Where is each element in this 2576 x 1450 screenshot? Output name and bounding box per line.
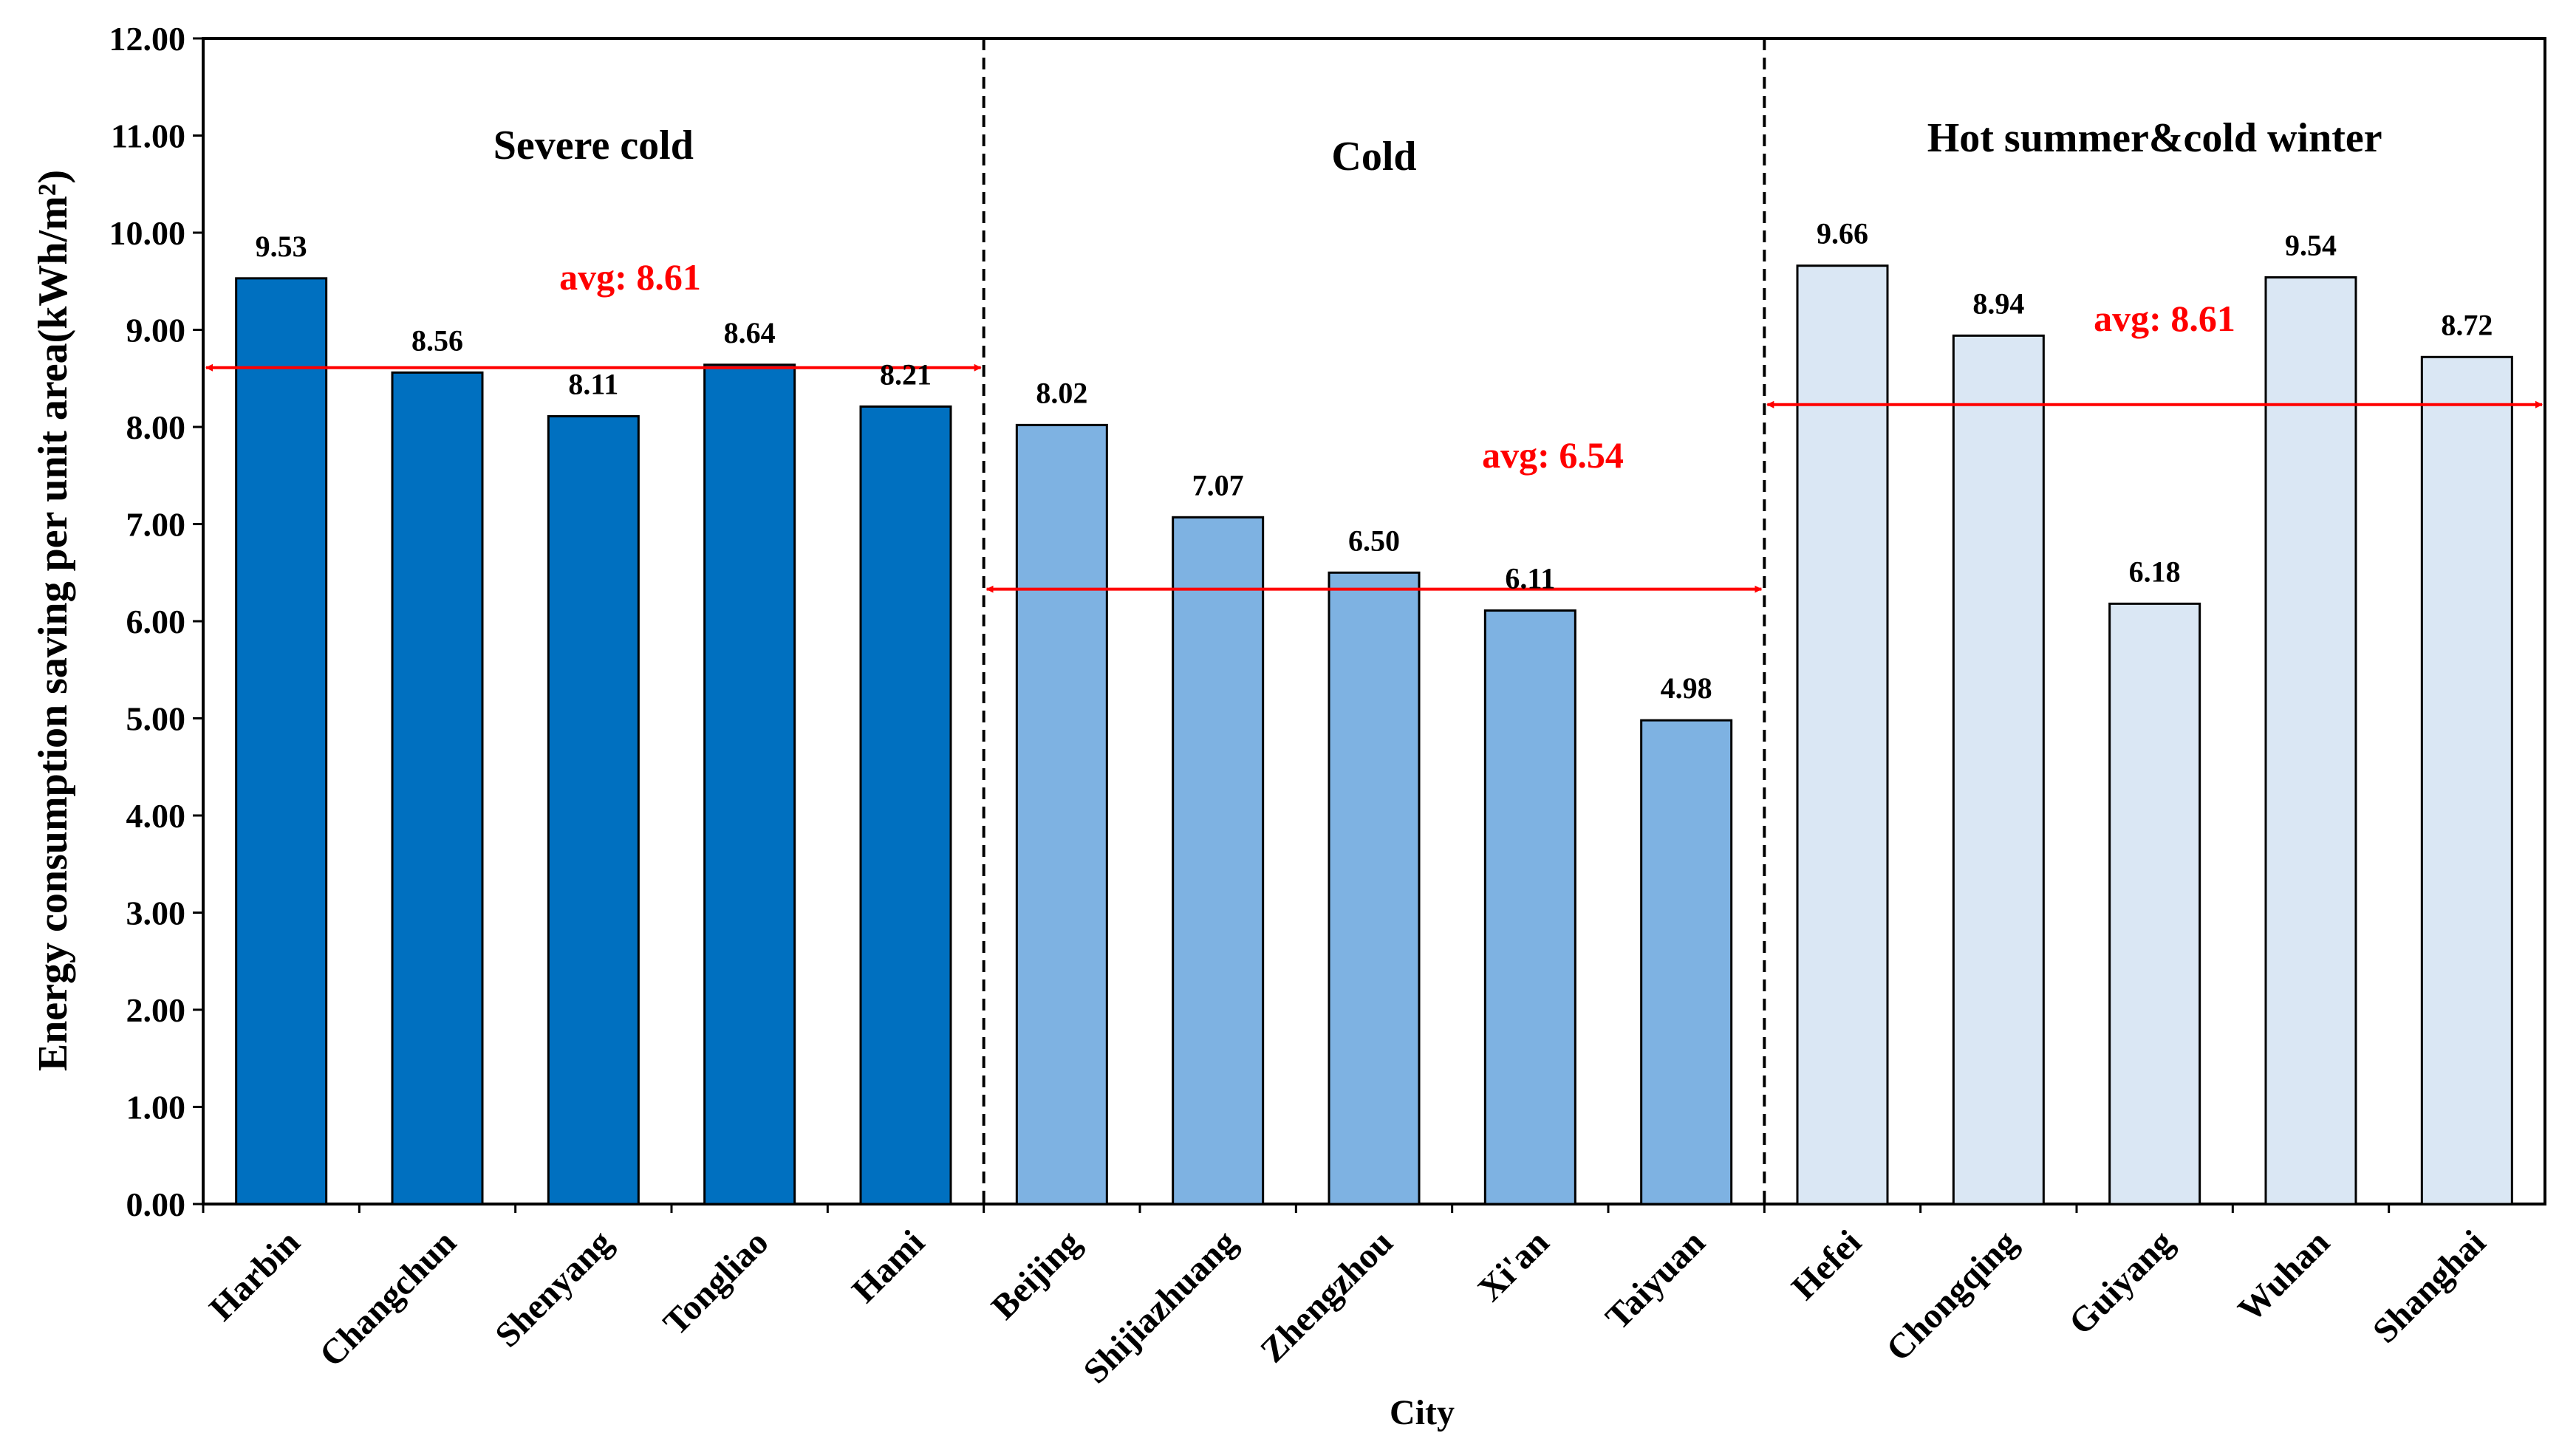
y-axis-title: Energy consumption saving per unit area(…	[30, 170, 76, 1071]
bar	[2108, 602, 2201, 1206]
data-label: 6.18	[2129, 555, 2181, 588]
bar	[2420, 355, 2513, 1206]
y-tick-label: 1.00	[126, 1089, 186, 1126]
bar	[235, 277, 328, 1206]
x-axis-title: City	[1390, 1393, 1455, 1432]
region-label: Hot summer&cold winter	[1927, 115, 2382, 161]
data-label: 6.50	[1348, 524, 1400, 557]
data-label: 9.66	[1817, 217, 1868, 250]
data-label: 7.07	[1192, 468, 1244, 502]
data-label: 8.94	[1972, 287, 2024, 320]
data-label: 8.11	[568, 368, 618, 401]
average-label: avg: 8.61	[2094, 298, 2235, 339]
y-tick-label: 3.00	[126, 895, 186, 932]
x-tick-label: Zhengzhou	[1253, 1222, 1401, 1370]
bar	[703, 363, 796, 1206]
bar	[1640, 719, 1733, 1206]
bar	[1796, 264, 1889, 1206]
region-label: Severe cold	[493, 123, 694, 168]
bar	[1952, 334, 2045, 1206]
data-label: 6.11	[1505, 562, 1555, 595]
bar	[547, 415, 640, 1206]
x-tick-label: Wuhan	[2230, 1222, 2337, 1329]
x-tick-label: Shanghai	[2365, 1222, 2493, 1350]
x-tick-label: Changchun	[312, 1222, 463, 1374]
bar	[2264, 276, 2357, 1206]
y-tick-label: 0.00	[126, 1186, 186, 1223]
data-label: 9.53	[256, 230, 307, 263]
y-tick-label: 7.00	[126, 506, 186, 544]
x-tick-label: Hefei	[1784, 1222, 1869, 1307]
x-tick-label: Harbin	[202, 1222, 307, 1328]
bar	[391, 371, 484, 1206]
data-label: 8.21	[880, 358, 932, 391]
bar	[859, 405, 952, 1206]
y-tick-label: 5.00	[126, 700, 186, 738]
y-tick-label: 6.00	[126, 603, 186, 640]
region-label: Cold	[1331, 134, 1416, 179]
data-label: 9.54	[2285, 228, 2337, 261]
y-tick-label: 12.00	[109, 20, 186, 58]
bar	[1172, 516, 1265, 1206]
data-label: 8.72	[2441, 308, 2493, 341]
average-label: avg: 8.61	[559, 256, 701, 298]
x-tick-label: Beijing	[984, 1222, 1088, 1327]
x-tick-label: Taiyuan	[1598, 1222, 1712, 1337]
y-tick-label: 4.00	[126, 797, 186, 835]
data-label: 8.02	[1036, 376, 1087, 409]
y-tick-label: 8.00	[126, 408, 186, 446]
y-tick-label: 9.00	[126, 312, 186, 349]
x-tick-label: Tongliao	[656, 1222, 776, 1343]
data-label: 4.98	[1661, 671, 1712, 705]
data-label: 8.64	[724, 316, 776, 349]
bar	[1328, 571, 1421, 1206]
x-tick-label: Hami	[844, 1222, 932, 1310]
x-tick-label: Xi'an	[1470, 1222, 1557, 1309]
x-tick-label: Shijiazhuang	[1076, 1222, 1244, 1391]
y-tick-label: 11.00	[111, 117, 185, 155]
average-label: avg: 6.54	[1482, 434, 1624, 476]
y-tick-label: 2.00	[126, 991, 186, 1029]
y-tick-label: 10.00	[109, 214, 186, 252]
x-tick-label: Chongqing	[1879, 1222, 2025, 1369]
x-tick-label: Shenyang	[488, 1222, 620, 1355]
bar	[1015, 423, 1108, 1206]
x-tick-label: Guiyang	[2061, 1222, 2181, 1342]
bar	[1483, 609, 1576, 1206]
data-label: 8.56	[411, 324, 463, 357]
